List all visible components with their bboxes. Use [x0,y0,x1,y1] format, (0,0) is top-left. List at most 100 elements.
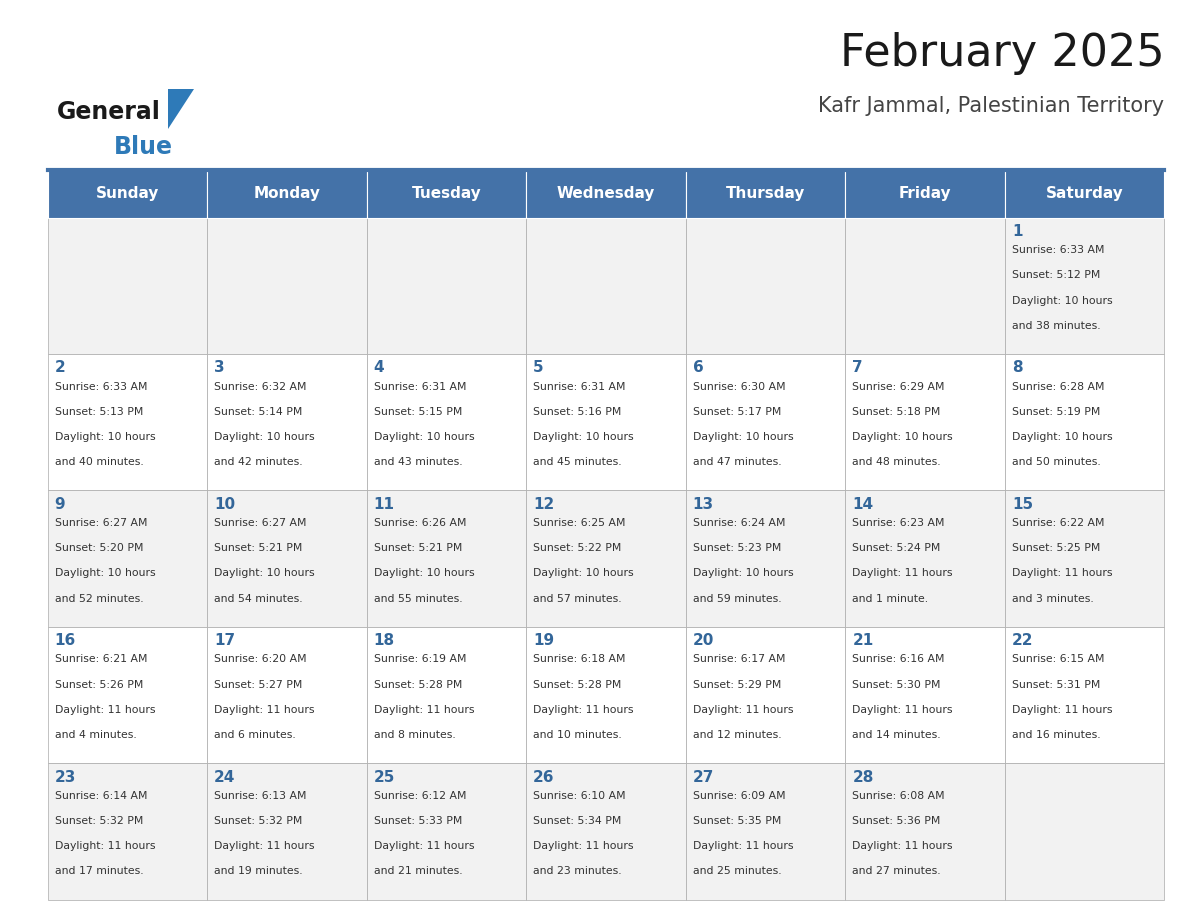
Text: Sunset: 5:33 PM: Sunset: 5:33 PM [374,816,462,826]
Text: Daylight: 11 hours: Daylight: 11 hours [852,705,953,715]
Text: Sunrise: 6:16 AM: Sunrise: 6:16 AM [852,655,944,665]
Text: 3: 3 [214,361,225,375]
Text: Daylight: 11 hours: Daylight: 11 hours [55,841,156,851]
Text: Daylight: 10 hours: Daylight: 10 hours [533,568,634,578]
Text: Sunset: 5:12 PM: Sunset: 5:12 PM [1012,270,1100,280]
Text: and 55 minutes.: and 55 minutes. [374,594,462,604]
Text: 9: 9 [55,497,65,512]
Text: Sunrise: 6:08 AM: Sunrise: 6:08 AM [852,790,944,800]
Text: and 45 minutes.: and 45 minutes. [533,457,621,467]
Text: Sunset: 5:32 PM: Sunset: 5:32 PM [55,816,143,826]
Text: Daylight: 10 hours: Daylight: 10 hours [693,568,794,578]
Bar [367,354,526,490]
Text: Daylight: 11 hours: Daylight: 11 hours [374,705,474,715]
Text: Sunset: 5:22 PM: Sunset: 5:22 PM [533,543,621,554]
Bar [1005,354,1164,490]
Bar [1005,170,1164,218]
Text: 17: 17 [214,633,235,648]
Text: Sunset: 5:16 PM: Sunset: 5:16 PM [533,407,621,417]
Bar [685,354,845,490]
Bar [1005,763,1164,900]
Text: Daylight: 11 hours: Daylight: 11 hours [55,705,156,715]
Text: Daylight: 11 hours: Daylight: 11 hours [852,841,953,851]
Text: Sunset: 5:28 PM: Sunset: 5:28 PM [374,679,462,689]
Text: Sunrise: 6:26 AM: Sunrise: 6:26 AM [374,518,466,528]
Text: 10: 10 [214,497,235,512]
Text: Sunrise: 6:23 AM: Sunrise: 6:23 AM [852,518,944,528]
Text: Sunrise: 6:28 AM: Sunrise: 6:28 AM [1012,382,1105,391]
Text: Sunrise: 6:13 AM: Sunrise: 6:13 AM [214,790,307,800]
Text: 18: 18 [374,633,394,648]
Bar [48,218,207,354]
Text: Kafr Jammal, Palestinian Territory: Kafr Jammal, Palestinian Territory [819,96,1164,117]
Bar [1005,627,1164,763]
Bar [207,490,367,627]
Text: Sunset: 5:35 PM: Sunset: 5:35 PM [693,816,782,826]
Bar [526,490,685,627]
Text: Sunrise: 6:31 AM: Sunrise: 6:31 AM [533,382,626,391]
Text: Sunset: 5:34 PM: Sunset: 5:34 PM [533,816,621,826]
Text: Sunset: 5:26 PM: Sunset: 5:26 PM [55,679,143,689]
Text: and 59 minutes.: and 59 minutes. [693,594,782,604]
Text: Sunrise: 6:17 AM: Sunrise: 6:17 AM [693,655,785,665]
Text: Sunset: 5:29 PM: Sunset: 5:29 PM [693,679,782,689]
Text: and 52 minutes.: and 52 minutes. [55,594,144,604]
Text: Wednesday: Wednesday [557,186,655,201]
Bar [48,490,207,627]
Bar [1005,490,1164,627]
Text: Sunrise: 6:12 AM: Sunrise: 6:12 AM [374,790,466,800]
Text: and 54 minutes.: and 54 minutes. [214,594,303,604]
Text: Daylight: 11 hours: Daylight: 11 hours [693,841,794,851]
Bar [1005,218,1164,354]
Text: 20: 20 [693,633,714,648]
Text: Sunrise: 6:25 AM: Sunrise: 6:25 AM [533,518,626,528]
Text: 2: 2 [55,361,65,375]
Bar [845,354,1005,490]
Text: and 10 minutes.: and 10 minutes. [533,730,623,740]
Text: and 6 minutes.: and 6 minutes. [214,730,296,740]
Text: Monday: Monday [253,186,321,201]
Bar [48,627,207,763]
Text: Sunset: 5:28 PM: Sunset: 5:28 PM [533,679,621,689]
Text: 5: 5 [533,361,544,375]
Text: 14: 14 [852,497,873,512]
Text: Daylight: 10 hours: Daylight: 10 hours [1012,296,1112,306]
Text: Daylight: 11 hours: Daylight: 11 hours [852,568,953,578]
Text: Sunrise: 6:30 AM: Sunrise: 6:30 AM [693,382,785,391]
Text: 24: 24 [214,769,235,785]
Text: and 47 minutes.: and 47 minutes. [693,457,782,467]
Text: Sunset: 5:30 PM: Sunset: 5:30 PM [852,679,941,689]
Text: and 3 minutes.: and 3 minutes. [1012,594,1094,604]
Text: and 23 minutes.: and 23 minutes. [533,867,621,877]
Text: Daylight: 10 hours: Daylight: 10 hours [214,568,315,578]
Text: Sunrise: 6:33 AM: Sunrise: 6:33 AM [55,382,147,391]
Text: Sunset: 5:36 PM: Sunset: 5:36 PM [852,816,941,826]
Text: Daylight: 11 hours: Daylight: 11 hours [693,705,794,715]
Text: 23: 23 [55,769,76,785]
Text: and 48 minutes.: and 48 minutes. [852,457,941,467]
Text: Sunrise: 6:19 AM: Sunrise: 6:19 AM [374,655,466,665]
Text: Sunrise: 6:09 AM: Sunrise: 6:09 AM [693,790,785,800]
Bar [685,218,845,354]
Text: and 17 minutes.: and 17 minutes. [55,867,144,877]
Text: Sunrise: 6:18 AM: Sunrise: 6:18 AM [533,655,626,665]
Text: Sunset: 5:32 PM: Sunset: 5:32 PM [214,816,303,826]
Text: and 4 minutes.: and 4 minutes. [55,730,137,740]
Text: 26: 26 [533,769,555,785]
Bar [367,170,526,218]
Text: Sunset: 5:21 PM: Sunset: 5:21 PM [374,543,462,554]
Text: Sunrise: 6:32 AM: Sunrise: 6:32 AM [214,382,307,391]
Text: and 12 minutes.: and 12 minutes. [693,730,782,740]
Text: 22: 22 [1012,633,1034,648]
Text: Sunset: 5:31 PM: Sunset: 5:31 PM [1012,679,1100,689]
Bar [207,627,367,763]
Text: Sunset: 5:21 PM: Sunset: 5:21 PM [214,543,303,554]
Text: Sunrise: 6:31 AM: Sunrise: 6:31 AM [374,382,466,391]
Bar [526,627,685,763]
Bar [48,354,207,490]
Text: Sunset: 5:24 PM: Sunset: 5:24 PM [852,543,941,554]
Bar [48,763,207,900]
Text: Daylight: 11 hours: Daylight: 11 hours [533,841,633,851]
Text: and 50 minutes.: and 50 minutes. [1012,457,1100,467]
Text: Daylight: 11 hours: Daylight: 11 hours [533,705,633,715]
